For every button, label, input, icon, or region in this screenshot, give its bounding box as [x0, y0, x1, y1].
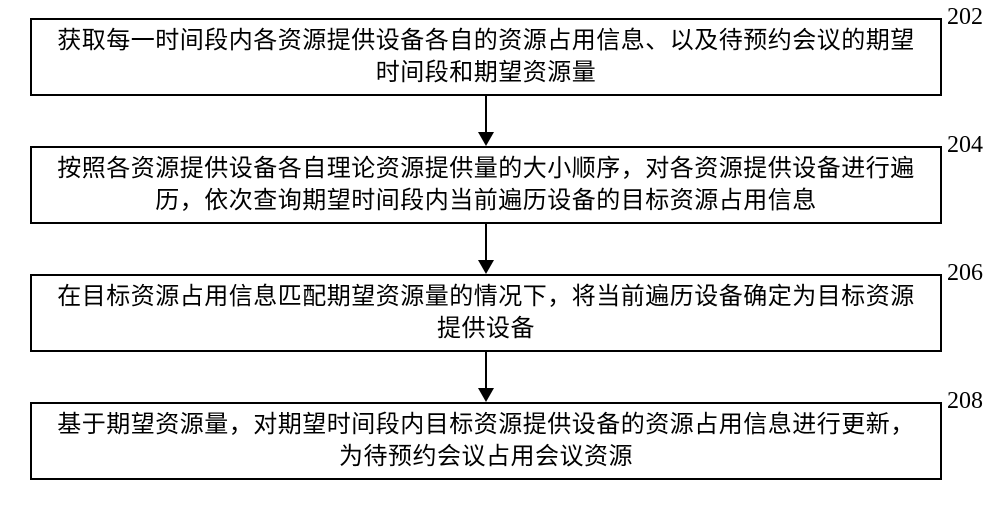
flow-node-206: 在目标资源占用信息匹配期望资源量的情况下，将当前遍历设备确定为目标资源提供设备	[30, 274, 942, 352]
flow-node-202-label: 202	[947, 4, 983, 31]
arrow-202-204-head	[478, 132, 494, 146]
flow-node-206-label: 206	[947, 260, 983, 287]
flow-node-208: 基于期望资源量，对期望时间段内目标资源提供设备的资源占用信息进行更新，为待预约会…	[30, 402, 942, 480]
arrow-206-208-head	[478, 388, 494, 402]
flow-node-208-label: 208	[947, 388, 983, 415]
flow-node-204-text: 按照各资源提供设备各自理论资源提供量的大小顺序，对各资源提供设备进行遍历，依次查…	[50, 153, 922, 218]
flow-node-202-text: 获取每一时间段内各资源提供设备各自的资源占用信息、以及待预约会议的期望时间段和期…	[50, 25, 922, 90]
flow-node-208-text: 基于期望资源量，对期望时间段内目标资源提供设备的资源占用信息进行更新，为待预约会…	[50, 409, 922, 474]
flow-node-206-text: 在目标资源占用信息匹配期望资源量的情况下，将当前遍历设备确定为目标资源提供设备	[50, 281, 922, 346]
flowchart-canvas: 获取每一时间段内各资源提供设备各自的资源占用信息、以及待预约会议的期望时间段和期…	[0, 0, 1000, 524]
arrow-206-208-shaft	[485, 352, 487, 388]
arrow-202-204-shaft	[485, 96, 487, 132]
flow-node-204: 按照各资源提供设备各自理论资源提供量的大小顺序，对各资源提供设备进行遍历，依次查…	[30, 146, 942, 224]
flow-node-204-label: 204	[947, 132, 983, 159]
arrow-204-206-shaft	[485, 224, 487, 260]
arrow-204-206-head	[478, 260, 494, 274]
flow-node-202: 获取每一时间段内各资源提供设备各自的资源占用信息、以及待预约会议的期望时间段和期…	[30, 18, 942, 96]
